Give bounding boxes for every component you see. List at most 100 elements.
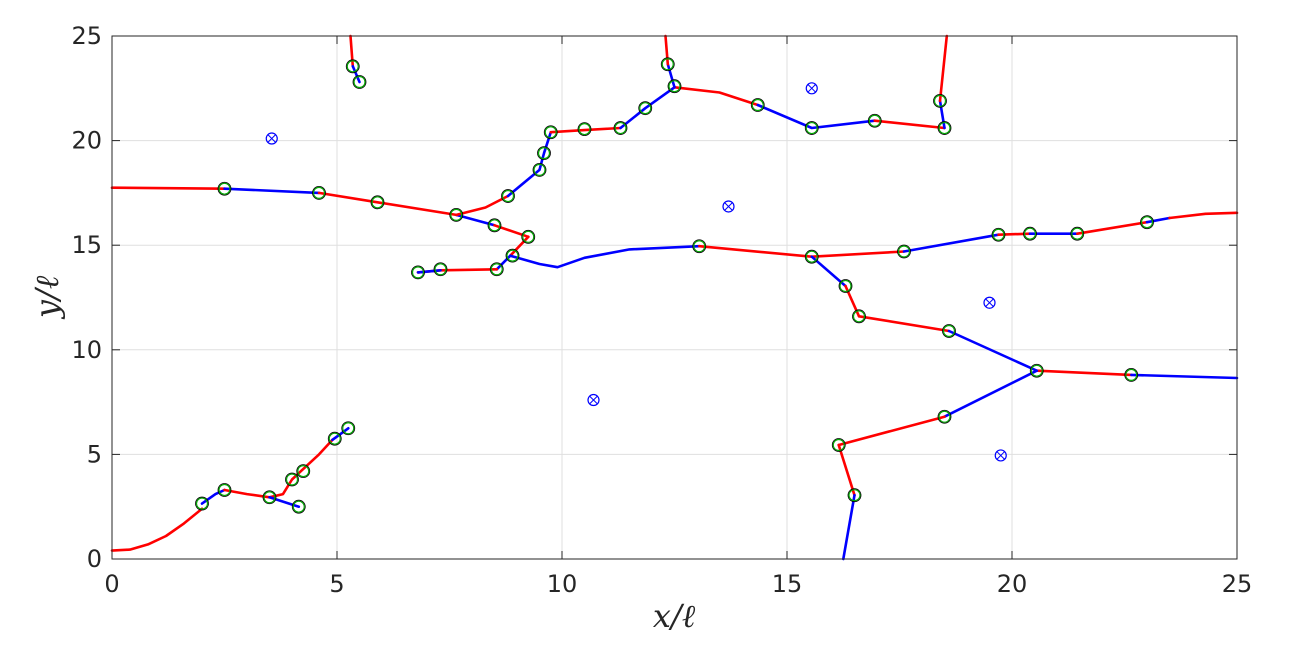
red-segment [997,232,1032,236]
open-marker [537,146,551,161]
red-segment [1076,220,1149,235]
y-tick-label: 5 [87,440,102,468]
open-marker [660,57,675,72]
x-tick-label: 20 [997,570,1028,598]
open-marker [505,248,520,263]
crossed-marker [983,296,996,309]
open-marker [291,499,306,514]
blue-segment [902,233,1000,253]
y-axis-label: y/ℓ [28,275,66,320]
crossed-marker [265,132,278,145]
red-segment [110,507,204,552]
blue-segment [508,244,701,269]
red-segment [508,235,530,257]
red-segment [454,194,510,217]
blue-segment [223,187,321,195]
blue-segment [938,99,946,130]
open-marker [1140,215,1154,230]
open-marker [638,101,653,116]
open-marker [433,262,448,277]
open-marker [804,121,819,135]
open-marker [217,483,232,497]
blue-segment [841,493,856,561]
blue-segment [331,426,350,442]
red-segment [673,86,760,107]
blue-segment [947,329,1039,373]
open-marker [937,409,952,424]
tick-labels: 0 5 10 15 20 25 0 5 10 15 20 25 [71,22,1252,598]
open-marker [262,490,277,505]
blue-segment [506,130,553,198]
open-marker [692,239,707,254]
open-marker [838,279,853,293]
open-marker [341,421,356,436]
crossed-marker [994,449,1007,462]
red-segment [664,34,670,66]
series-lines [110,34,1239,561]
red-segment [837,415,946,447]
blue-segment [666,62,676,89]
red-segment [837,443,856,497]
red-segment [810,250,906,259]
blue-segment [1145,216,1171,224]
red-segment [938,34,949,103]
open-marker [804,249,819,264]
open-marker [501,189,515,203]
open-marker [327,431,342,446]
open-marker [345,59,360,74]
red-segment [317,191,458,217]
open-marker [991,227,1006,242]
blue-segment [619,86,676,130]
red-segment [1035,369,1133,377]
y-tick-label: 15 [71,231,102,259]
open-marker [543,125,558,140]
open-marker [312,185,326,200]
y-tick-label: 25 [71,22,102,50]
y-tick-label: 10 [71,336,102,364]
open-marker [897,244,911,259]
open-marker [613,121,628,135]
red-segment [223,438,334,499]
crossed-marker [805,82,818,95]
red-segment [697,244,814,259]
x-tick-label: 5 [329,570,344,598]
red-segment [873,119,946,130]
y-tick-label: 20 [71,127,102,155]
plot-frame [111,35,1238,560]
crossed-marker [722,200,735,213]
open-marker [1124,368,1139,382]
blue-segment [416,268,442,274]
open-marker [667,79,682,94]
red-segment [1168,211,1239,220]
open-marker [1070,226,1085,241]
data-markers [195,57,1154,514]
red-segment [549,126,622,134]
open-marker [847,488,862,503]
blue-segment [756,103,877,130]
open-marker [852,309,866,324]
open-marker [411,265,425,280]
open-marker [487,218,502,233]
open-marker [831,438,846,452]
open-marker [370,195,385,210]
open-marker [933,93,947,108]
red-segment [857,314,951,333]
grid-lines [111,35,1238,560]
open-marker [1023,226,1037,241]
open-marker [489,262,504,277]
open-marker [296,464,311,479]
red-segment [110,186,226,190]
x-tick-label: 25 [1222,570,1253,598]
x-tick-label: 0 [104,570,119,598]
open-marker [521,229,536,244]
open-marker [1029,363,1044,378]
x-tick-label: 15 [772,570,803,598]
open-marker [577,122,592,136]
open-marker [449,207,464,222]
x-tick-label: 10 [547,570,578,598]
y-tick-label: 0 [87,545,102,573]
x-axis-label: x/ℓ [653,597,696,635]
blue-segment [810,255,847,288]
open-marker [750,98,765,112]
